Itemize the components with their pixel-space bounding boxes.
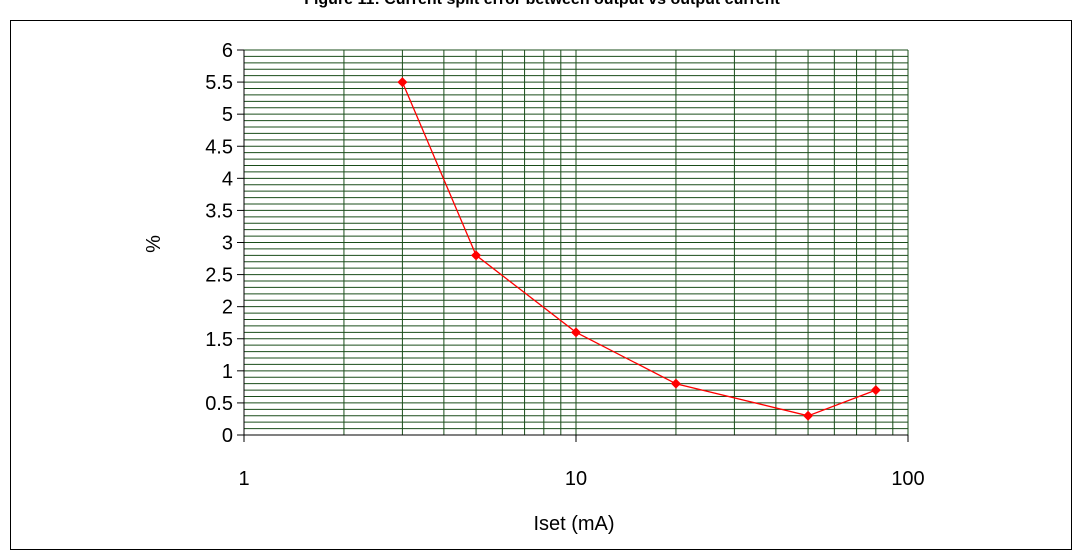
data-point [397,77,408,88]
data-point [670,378,681,389]
series-line [401,81,877,417]
y-tick-label: 5 [222,104,233,126]
y-tick-label: 5.5 [205,72,233,94]
series-group [397,77,881,421]
y-tick-label: 6 [222,40,233,62]
x-tick-label: 100 [891,468,924,490]
x-tick-label: 10 [565,468,587,490]
data-point [571,327,581,338]
chart-title: Figure 11: Current split error between o… [0,0,1084,9]
y-tick-label: 2 [222,297,233,319]
x-tick-labels: 1 10 100 [238,468,924,490]
grid-major [243,50,909,435]
y-tick-label: 1.5 [205,329,233,351]
y-tick-label: 2.5 [205,265,233,287]
data-point [471,250,482,261]
y-tick-label: 4 [222,168,233,190]
y-tick-labels: 0 0.5 1 1.5 2 2.5 3 3.5 4 4.5 5 5.5 6 [205,40,233,447]
x-tick-label: 1 [238,468,249,490]
y-tick-label: 4.5 [205,136,233,158]
y-tick-label: 1 [222,361,233,383]
axes [237,49,909,442]
chart-frame [10,20,1072,550]
data-point [870,385,881,396]
y-tick-label: 3 [222,233,233,255]
data-point [803,410,814,421]
y-tick-label: 3.5 [205,200,233,222]
y-tick-label: 0.5 [205,393,233,415]
x-axis-label: Iset (mA) [533,513,614,535]
y-axis-label: % [143,235,165,253]
y-tick-label: 0 [222,425,233,447]
